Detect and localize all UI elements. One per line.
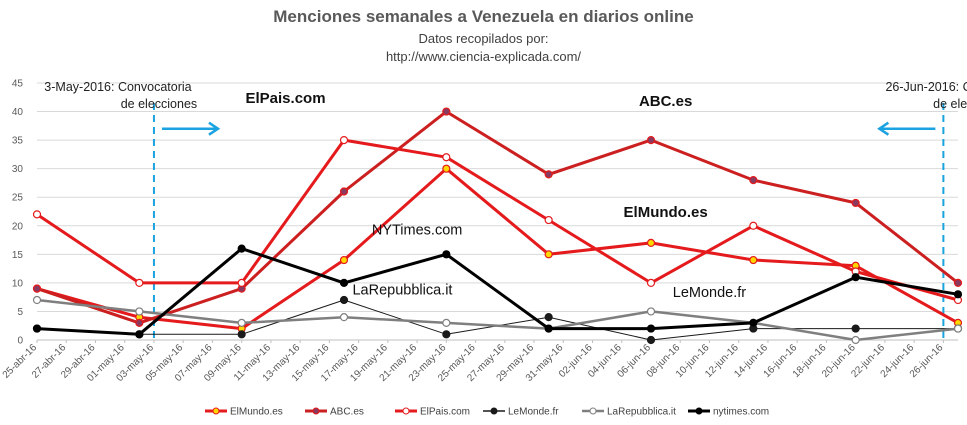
legend-entry: ElMundo.es	[230, 407, 283, 418]
event-arrow-head	[208, 121, 221, 136]
data-point	[953, 290, 963, 299]
legend-marker	[212, 407, 220, 415]
legend-marker	[402, 407, 410, 415]
data-point	[135, 278, 144, 287]
data-point	[339, 295, 349, 305]
data-point	[32, 284, 42, 293]
y-tick-label: 20	[12, 221, 24, 232]
legend-marker	[312, 407, 320, 415]
data-point	[646, 307, 656, 316]
data-point	[749, 221, 758, 230]
data-point	[442, 164, 451, 173]
data-point	[851, 335, 860, 345]
series-line	[36, 247, 959, 336]
y-tick-label: 25	[12, 193, 24, 204]
data-point	[749, 318, 758, 327]
data-point	[646, 238, 656, 248]
data-point	[135, 307, 144, 316]
data-point	[544, 324, 553, 333]
series-line	[36, 298, 959, 342]
data-point	[851, 273, 860, 282]
data-point	[32, 210, 42, 219]
data-point	[442, 318, 451, 327]
data-point	[237, 318, 246, 327]
data-point	[544, 313, 553, 322]
event-annotation: 3-May-2016: Convocatoria	[44, 80, 191, 94]
data-point	[442, 250, 451, 259]
data-point	[646, 324, 656, 333]
data-point	[544, 170, 553, 179]
data-point	[442, 330, 451, 339]
series-direct-label: ElMundo.es	[624, 204, 708, 221]
data-point	[442, 153, 451, 162]
series-direct-label: LeMonde.fr	[673, 285, 747, 301]
legend-marker	[490, 407, 498, 415]
y-tick-label: 45	[12, 79, 24, 90]
y-tick-label: 10	[12, 278, 24, 289]
data-point	[135, 330, 144, 339]
legend-entry: LeMonde.fr	[508, 407, 559, 418]
data-point	[851, 198, 860, 208]
data-point	[237, 330, 246, 339]
series-line	[36, 138, 959, 302]
series-line	[36, 167, 959, 331]
legend-entry: nytimes.com	[713, 407, 769, 418]
y-tick-label: 15	[12, 250, 24, 261]
data-point	[749, 175, 758, 185]
data-point	[442, 107, 451, 116]
data-point	[32, 324, 42, 333]
y-tick-label: 30	[12, 164, 24, 175]
data-point	[646, 136, 656, 145]
legend-marker	[695, 407, 703, 415]
data-point	[237, 278, 246, 287]
y-tick-label: 0	[17, 336, 23, 347]
legend-marker	[589, 407, 597, 415]
data-point	[339, 255, 349, 265]
legend-entry: LaRepubblica.it	[607, 407, 676, 418]
data-point	[544, 250, 553, 259]
data-point	[135, 318, 144, 327]
data-point	[851, 324, 860, 333]
series-direct-label: LaRepubblica.it	[352, 282, 452, 298]
legend-entry: ABC.es	[330, 407, 364, 418]
series-direct-label: ElPais.com	[246, 90, 326, 107]
event-annotation: de elecciones	[121, 97, 197, 111]
data-point	[953, 278, 963, 287]
legend-entry: ElPais.com	[420, 407, 470, 418]
data-point	[339, 278, 349, 287]
event-annotation: de elecciones	[933, 97, 967, 111]
data-point	[237, 244, 246, 253]
event-annotation: 26-Jun-2016: Celebración	[885, 80, 967, 94]
data-point	[646, 335, 656, 345]
y-tick-label: 35	[12, 136, 24, 147]
chart-subtitle-line2: http://www.ciencia-explicada.com/	[385, 49, 582, 64]
series-direct-label: ABC.es	[639, 93, 692, 110]
data-point	[339, 313, 349, 322]
chart-subtitle-line1: Datos recopilados por:	[418, 31, 549, 46]
data-point	[339, 187, 349, 196]
series-direct-label: NYTimes.com	[372, 222, 463, 238]
y-tick-label: 40	[12, 107, 24, 118]
data-point	[339, 136, 349, 145]
data-point	[646, 278, 656, 287]
data-point	[953, 324, 963, 333]
chart-title: Menciones semanales a Venezuela en diari…	[273, 7, 694, 26]
data-point	[544, 215, 553, 225]
data-point	[749, 255, 758, 265]
series-line	[36, 110, 959, 325]
y-tick-label: 5	[17, 307, 23, 318]
data-point	[32, 295, 42, 305]
event-arrow-head	[877, 121, 890, 136]
